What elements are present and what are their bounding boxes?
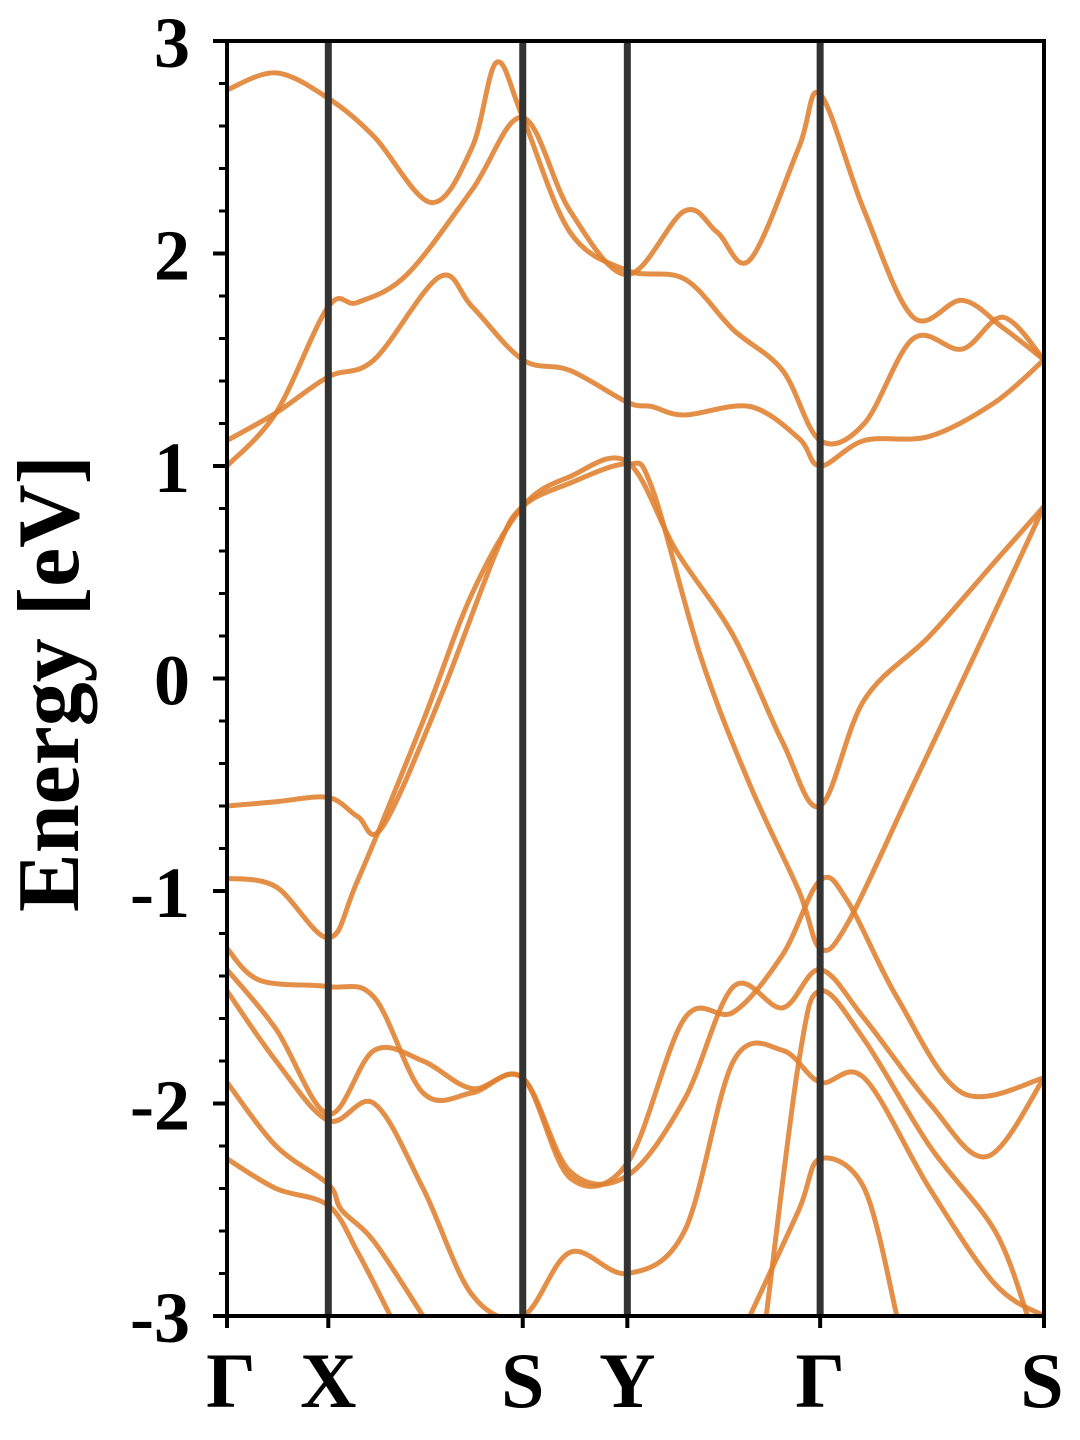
- y-tick-label: 1: [154, 428, 190, 508]
- band-line-2: [227, 455, 1044, 941]
- x-tick-label-Y: Y: [599, 1337, 655, 1424]
- y-tick-label: 0: [154, 641, 190, 721]
- x-tick-label-Γ: Γ: [795, 1337, 845, 1424]
- y-tick-label: 3: [154, 3, 190, 83]
- y-tick-label: 2: [154, 216, 190, 296]
- band-line-3: [227, 89, 1044, 469]
- x-tick-label-S: S: [501, 1337, 544, 1424]
- band-line-6: [227, 874, 1044, 1189]
- x-tick-label-Γ: Γ: [206, 1337, 256, 1424]
- band-line-12: [763, 988, 1031, 1316]
- x-tick-label-S: S: [1020, 1337, 1063, 1424]
- band-line-1: [227, 460, 1044, 953]
- y-axis-label: Energy [eV]: [1, 455, 98, 912]
- y-tick-label: -2: [130, 1066, 190, 1146]
- plot-frame: [225, 39, 1046, 1318]
- kpoint-lines-layer: [324, 41, 824, 1316]
- band-line-4: [227, 272, 1044, 469]
- bands-layer: [227, 59, 1044, 1316]
- band-line-5: [227, 59, 1044, 447]
- y-tick-label: -1: [130, 853, 190, 933]
- y-tick-label: -3: [130, 1278, 190, 1358]
- band-line-10: [227, 1156, 393, 1316]
- band-line-9: [227, 1079, 426, 1316]
- x-tick-label-X: X: [300, 1337, 356, 1424]
- y-ticks-layer: 3 2 1 0 -1 -2 -3: [130, 3, 227, 1358]
- band-line-7: [227, 967, 1044, 1187]
